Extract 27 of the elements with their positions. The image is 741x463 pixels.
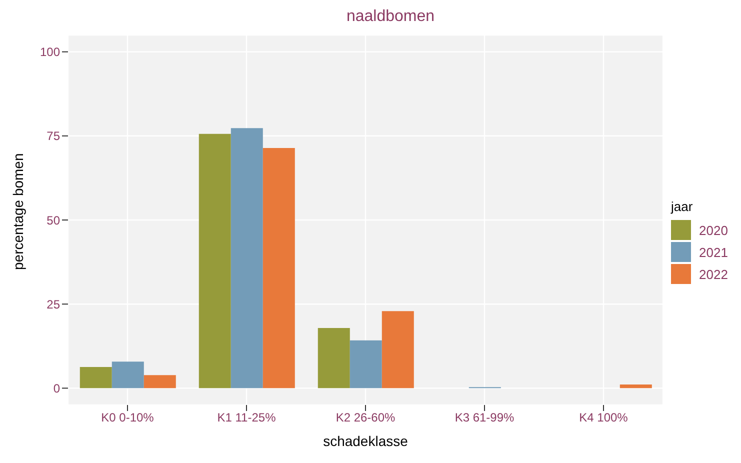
bar xyxy=(262,148,295,388)
y-tick-label: 50 xyxy=(46,213,60,228)
x-tick-label: K1 11-25% xyxy=(217,410,276,425)
legend-title: jaar xyxy=(671,199,694,214)
chart-title: naaldbomen xyxy=(345,8,436,27)
bar xyxy=(112,362,144,388)
bar xyxy=(144,375,176,388)
y-tick-label: 0 xyxy=(53,381,60,396)
x-tick-label: K0 0-10% xyxy=(101,410,154,425)
legend-label: 2020 xyxy=(699,222,728,238)
bar xyxy=(350,340,382,388)
bar xyxy=(198,134,231,388)
legend-label: 2021 xyxy=(699,244,728,260)
y-tick-label: 75 xyxy=(46,129,60,144)
bar xyxy=(620,384,652,388)
legend-label: 2022 xyxy=(699,266,728,282)
bar xyxy=(230,128,263,388)
bar xyxy=(318,328,350,388)
x-axis-title: schadeklasse xyxy=(323,433,408,449)
y-tick-label: 25 xyxy=(46,297,60,312)
x-tick-label: K2 26-60% xyxy=(336,410,396,425)
y-axis-title: percentage bomen xyxy=(10,153,26,270)
bar xyxy=(382,311,414,388)
x-tick-label: K4 100% xyxy=(579,410,628,425)
bar xyxy=(80,366,112,388)
x-tick-label: K3 61-99% xyxy=(454,410,515,425)
y-tick-label: 100 xyxy=(40,45,60,60)
